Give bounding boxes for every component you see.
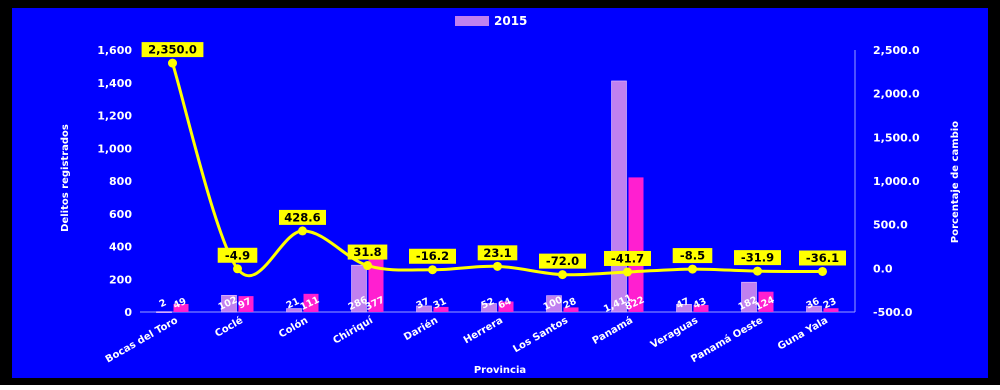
bar-value-label: 23 (822, 296, 839, 312)
y-tick-label: 400 (109, 241, 132, 254)
bar-2015-7 (611, 80, 627, 313)
change-point-0 (168, 58, 177, 68)
change-point-3 (363, 261, 372, 271)
change-point-5 (493, 261, 502, 271)
bar-value-label: 36 (805, 296, 822, 312)
bar-series2-4 (433, 306, 449, 312)
change-point-6 (558, 270, 567, 280)
bar-2015-5 (481, 303, 497, 313)
change-label-box-5 (477, 245, 518, 261)
x-axis-label: Provincia (474, 365, 526, 376)
change-label-box-1 (217, 247, 258, 263)
y2-tick-label: 2,000.0 (873, 88, 920, 101)
bar-series2-8 (693, 304, 709, 312)
change-point-2 (298, 226, 307, 236)
y2-axis-label: Porcentaje de cambio (950, 121, 961, 243)
change-label: 2,350.0 (148, 43, 197, 57)
y-tick-label: 0 (124, 306, 132, 319)
bar-value-label: 28 (562, 296, 579, 312)
bar-value-label: 47 (675, 296, 692, 312)
bar-2015-10 (806, 305, 822, 313)
bar-series2-5 (498, 301, 514, 312)
bar-value-label: 43 (692, 296, 709, 312)
change-label: 31.8 (353, 245, 381, 259)
y2-tick-label: 500.0 (873, 219, 908, 232)
bar-value-label: 97 (237, 296, 254, 312)
bar-2015-2 (286, 308, 302, 313)
change-label: -72.0 (546, 254, 579, 268)
bar-series2-0 (173, 303, 189, 312)
y-tick-label: 1,200 (97, 110, 132, 123)
change-label: 23.1 (483, 246, 511, 260)
bar-series2-10 (823, 308, 839, 312)
change-label-box-7 (604, 250, 651, 266)
change-point-7 (623, 267, 632, 277)
y2-tick-label: -500.0 (873, 306, 913, 319)
change-label: -31.9 (741, 251, 774, 265)
grid (140, 50, 856, 313)
bar-value-label: 21 (285, 296, 302, 312)
y-axis-left-ticks: 1,600 1,400 1,200 1,000 800 600 400 200 0 (97, 44, 132, 319)
y2-tick-label: 1,500.0 (873, 131, 920, 144)
bar-series2-9 (758, 291, 774, 312)
y-tick-label: 600 (109, 208, 132, 221)
y2-tick-label: 0.0 (873, 262, 893, 275)
bar-value-label: 52 (480, 296, 497, 312)
change-label: -8.5 (680, 249, 705, 263)
change-point-8 (688, 264, 697, 274)
bar-value-label: 49 (172, 296, 189, 312)
bar-series2-6 (563, 307, 579, 312)
change-point-10 (818, 266, 827, 276)
bar-2015-3 (351, 264, 367, 313)
change-label-box-2 (279, 209, 326, 225)
bar-value-label: 37 (415, 296, 432, 312)
bar-2015-6 (546, 295, 562, 313)
bar-2015-8 (676, 304, 692, 313)
y-axis-right-ticks: 2,500.0 2,000.0 1,500.0 1,000.0 500.0 0.0 -500… (873, 44, 920, 319)
bar-2015-4 (416, 305, 432, 313)
change-label: -36.1 (806, 251, 839, 265)
bar-value-label: 2 (158, 297, 169, 310)
bar-series2-1 (238, 296, 254, 312)
legend-swatch-2015 (455, 16, 489, 26)
change-label: 428.6 (284, 210, 320, 224)
change-line-path (171, 62, 823, 278)
bar-value-label: 64 (497, 296, 514, 312)
change-line (168, 58, 827, 280)
bar-series2-7 (628, 177, 644, 312)
bar-2015-9 (741, 281, 757, 313)
y-tick-label: 1,000 (97, 142, 132, 155)
change-label-box-10 (799, 250, 846, 266)
bar-2015-0 (156, 311, 172, 313)
y-tick-label: 1,600 (97, 44, 132, 57)
y2-tick-label: 1,000.0 (873, 175, 920, 188)
y-tick-label: 1,400 (97, 77, 132, 90)
bar-value-label: 31 (432, 296, 449, 312)
change-label-box-8 (672, 248, 713, 264)
bar-series2-2 (303, 293, 319, 312)
legend: 2015 (455, 14, 527, 28)
change-point-1 (233, 264, 242, 274)
change-point-4 (428, 265, 437, 275)
legend-label-2015: 2015 (494, 14, 527, 28)
change-label: -16.2 (416, 249, 449, 263)
y-tick-label: 800 (109, 175, 132, 188)
change-label-box-4 (409, 248, 456, 264)
change-label: -41.7 (611, 251, 644, 265)
change-label-box-0 (141, 42, 204, 58)
change-point-9 (753, 266, 762, 276)
y-tick-label: 200 (109, 273, 132, 286)
change-label-box-3 (347, 244, 388, 260)
change-label-box-9 (734, 250, 781, 266)
bar-2015-1 (221, 294, 237, 313)
change-label: -4.9 (225, 248, 250, 262)
change-label-box-6 (539, 253, 586, 269)
y2-tick-label: 2,500.0 (873, 44, 920, 57)
y-axis-label: Delitos registrados (60, 124, 71, 232)
